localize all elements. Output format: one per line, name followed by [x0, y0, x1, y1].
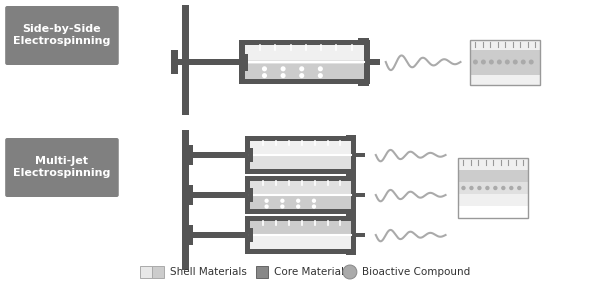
Bar [250, 220, 350, 249]
Bar [459, 170, 528, 182]
Bar [245, 216, 356, 254]
Bar [250, 180, 350, 209]
Circle shape [517, 186, 521, 190]
Bar [245, 136, 356, 174]
Bar [459, 158, 528, 170]
Text: Bioactive Compound: Bioactive Compound [362, 267, 470, 277]
Circle shape [280, 199, 284, 203]
Bar [346, 209, 356, 215]
Circle shape [299, 73, 304, 78]
Circle shape [462, 186, 466, 190]
Bar [363, 60, 381, 65]
Bar [346, 175, 356, 180]
Bar [358, 79, 369, 86]
Bar [245, 45, 363, 79]
Bar [181, 5, 190, 115]
Bar [249, 228, 253, 242]
Bar [188, 225, 193, 245]
Bar [459, 182, 528, 194]
Circle shape [489, 60, 494, 65]
Bar [181, 130, 190, 270]
Bar [249, 148, 253, 162]
Bar [245, 64, 363, 79]
Bar [239, 40, 371, 84]
Bar [250, 237, 350, 249]
Bar [250, 141, 350, 154]
Bar [243, 53, 248, 70]
Circle shape [281, 66, 285, 71]
Bar [470, 75, 540, 85]
Circle shape [343, 265, 357, 279]
Circle shape [497, 60, 502, 65]
Bar [459, 194, 528, 206]
Bar [250, 197, 350, 209]
Circle shape [521, 60, 526, 65]
Bar [256, 266, 268, 278]
Circle shape [513, 60, 518, 65]
Bar [470, 40, 540, 85]
Bar [358, 38, 369, 45]
Text: Side-by-Side
Electrospinning: Side-by-Side Electrospinning [13, 24, 111, 46]
Circle shape [280, 204, 284, 209]
Circle shape [312, 199, 316, 203]
Circle shape [485, 186, 489, 190]
Bar [346, 249, 356, 255]
Circle shape [264, 204, 269, 209]
Bar [152, 266, 164, 278]
Text: Multi-Jet
Electrospinning: Multi-Jet Electrospinning [13, 156, 111, 178]
Circle shape [477, 186, 482, 190]
Circle shape [296, 199, 300, 203]
Bar [188, 145, 193, 165]
Circle shape [509, 186, 514, 190]
Bar [139, 266, 152, 278]
Bar [176, 59, 245, 65]
Circle shape [312, 204, 316, 209]
Circle shape [264, 199, 269, 203]
Bar [245, 176, 356, 214]
Bar [346, 135, 356, 141]
Circle shape [318, 73, 323, 78]
Bar [191, 192, 250, 198]
Circle shape [505, 60, 510, 65]
Bar [470, 40, 540, 50]
Circle shape [493, 186, 498, 190]
Circle shape [262, 73, 267, 78]
Bar [470, 50, 540, 75]
Circle shape [299, 66, 304, 71]
FancyBboxPatch shape [5, 6, 119, 65]
Bar [250, 180, 350, 194]
Circle shape [296, 204, 300, 209]
Bar [250, 157, 350, 169]
Bar [350, 153, 365, 157]
Bar [350, 233, 365, 237]
Circle shape [473, 60, 478, 65]
Circle shape [469, 186, 473, 190]
Circle shape [318, 66, 323, 71]
Bar [191, 152, 250, 158]
Bar [346, 169, 356, 175]
Bar [245, 45, 363, 60]
Circle shape [481, 60, 486, 65]
Circle shape [262, 66, 267, 71]
Circle shape [501, 186, 505, 190]
Bar [350, 193, 365, 197]
Bar [250, 141, 350, 169]
Bar [250, 220, 350, 234]
Bar [249, 188, 253, 202]
Circle shape [529, 60, 534, 65]
Text: Core Material: Core Material [274, 267, 344, 277]
Text: Shell Materials: Shell Materials [170, 267, 246, 277]
Circle shape [281, 73, 285, 78]
FancyBboxPatch shape [5, 138, 119, 197]
Bar [188, 185, 193, 205]
Bar [191, 232, 250, 238]
Bar [171, 50, 178, 74]
Bar [346, 215, 356, 220]
Bar [459, 158, 528, 218]
